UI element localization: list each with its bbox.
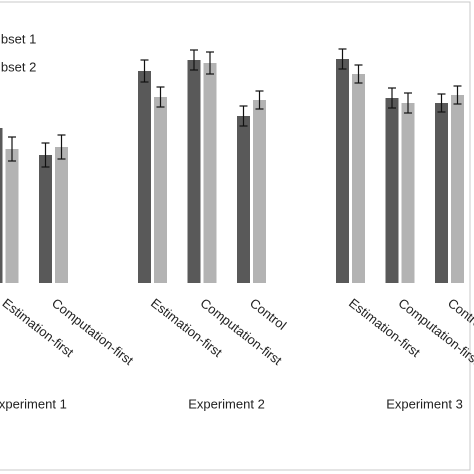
x-tick-label: Control	[247, 295, 289, 333]
bar	[401, 103, 415, 283]
bar	[435, 103, 448, 283]
group-label: Experiment 3	[386, 396, 463, 411]
legend-label: Subset 1	[0, 31, 36, 46]
bar	[154, 97, 167, 283]
bar	[253, 100, 266, 283]
bar	[237, 116, 250, 283]
bar	[39, 155, 52, 283]
x-tick-label: Computation-first	[198, 295, 286, 368]
bar	[352, 74, 365, 283]
group-label: Experiment 2	[188, 396, 265, 411]
bar	[385, 98, 399, 283]
bar	[55, 147, 68, 283]
legend-label: Subset 2	[0, 59, 36, 74]
bar	[451, 95, 464, 283]
bar	[138, 71, 151, 283]
bar	[336, 59, 349, 283]
x-tick-label: Computation-first	[49, 295, 137, 368]
bar	[5, 149, 19, 283]
bar	[203, 63, 217, 283]
bar	[187, 60, 201, 283]
bar	[0, 128, 3, 283]
group-label: Experiment 1	[0, 396, 67, 411]
